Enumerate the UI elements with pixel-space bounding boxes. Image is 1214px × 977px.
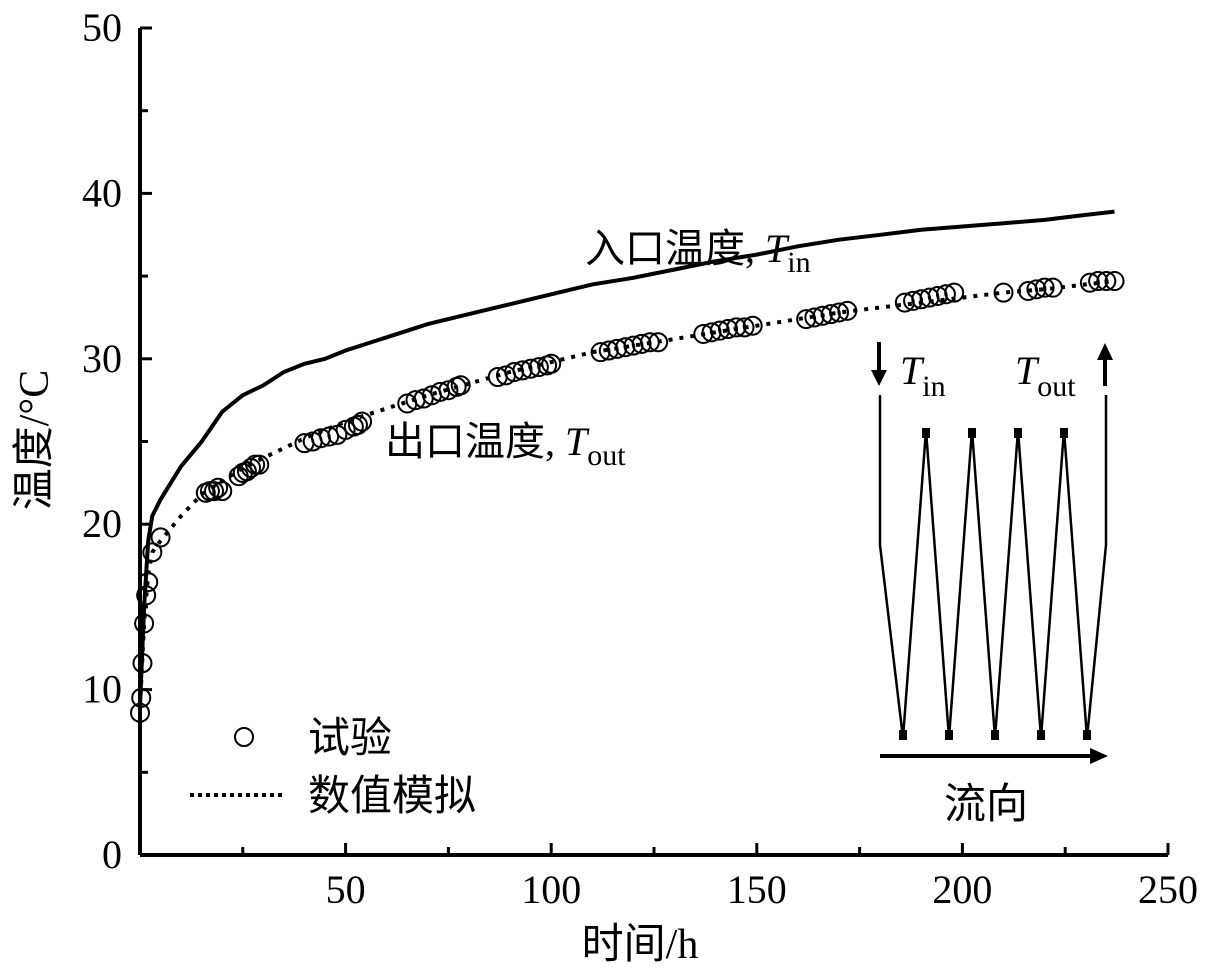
series-3: [131, 272, 1124, 722]
outlet-annotation: 出口温度, Tout: [385, 419, 626, 472]
inset-zigzag-pipe: [880, 395, 1106, 738]
y-tick-label: 40: [82, 170, 122, 215]
axes: [140, 28, 1168, 855]
x-tick-label: 150: [727, 867, 787, 912]
inlet-annotation-var: T: [765, 226, 790, 271]
y-tick-label: 10: [82, 667, 122, 712]
outlet-arrow-icon: [1097, 343, 1113, 386]
outlet-annotation-text: 出口温度,: [385, 419, 565, 464]
inlet-annotation-text: 入口温度,: [585, 226, 765, 271]
y-tick-label: 0: [102, 832, 122, 877]
legend-label-simulation: 数值模拟: [308, 774, 476, 820]
y-tick-label: 30: [82, 336, 122, 381]
y-tick-label: 50: [82, 5, 122, 50]
y-axis-title: 温度/°C: [12, 370, 58, 510]
flow-inset: Tin Tout 流向: [871, 342, 1113, 828]
x-tick-label: 200: [932, 867, 992, 912]
x-tick-label: 50: [326, 867, 366, 912]
x-tick-label: 100: [521, 867, 581, 912]
legend-label-experiment: 试验: [308, 715, 392, 762]
legend: 试验 数值模拟: [190, 715, 476, 820]
inset-bends: [899, 428, 1091, 740]
inlet-arrow-icon: [871, 342, 887, 386]
outlet-annotation-var: T: [565, 419, 590, 464]
outlet-annotation-sub: out: [587, 439, 626, 472]
flow-direction-arrow-icon: [880, 748, 1108, 764]
y-tick-label: 20: [82, 501, 122, 546]
inset-outlet-label: Tout: [1015, 348, 1076, 403]
inlet-annotation: 入口温度, Tin: [585, 226, 811, 279]
inset-inlet-label: Tin: [900, 348, 946, 403]
x-tick-label: 250: [1138, 867, 1198, 912]
series-1: [140, 212, 1115, 706]
legend-marker-experiment: [235, 728, 253, 746]
x-axis-title: 时间/h: [582, 922, 699, 968]
flow-direction-label: 流向: [944, 782, 1028, 828]
inlet-annotation-sub: in: [787, 246, 810, 279]
inlet-temperature-line: [140, 212, 1115, 706]
